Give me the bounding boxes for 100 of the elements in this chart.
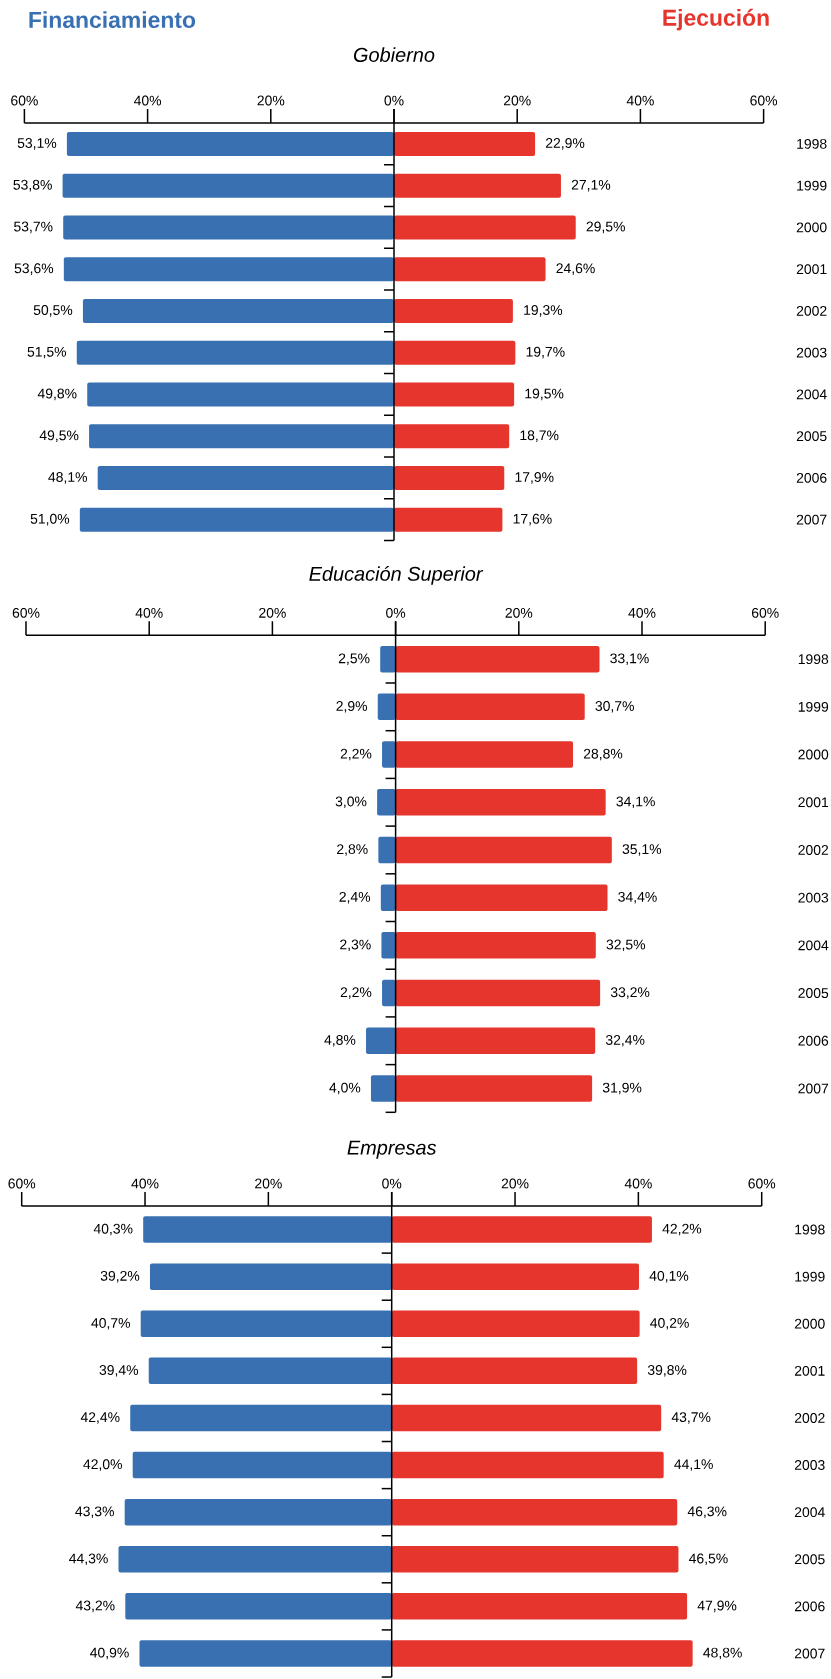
data-label: 43,3% — [75, 1506, 114, 1518]
data-label: 17,6% — [513, 513, 552, 526]
data-label: 4,8% — [324, 1034, 356, 1047]
y-tick-label: 2007 — [798, 1083, 829, 1094]
data-label: 43,2% — [75, 1600, 115, 1613]
data-label: 42,0% — [83, 1459, 122, 1471]
data-label: 2,5% — [338, 653, 370, 665]
data-label: 32,5% — [606, 939, 646, 952]
data-label: 19,7% — [526, 346, 565, 359]
y-tick-label: 1998 — [798, 654, 829, 665]
data-label: 27,1% — [571, 179, 611, 192]
y-tick-label: 2006 — [796, 472, 827, 483]
y-tick-label: 2002 — [796, 305, 827, 316]
bar — [370, 1075, 396, 1102]
data-label: 17,9% — [515, 472, 554, 484]
data-label: 34,1% — [616, 796, 655, 809]
y-tick-label: 1998 — [795, 1224, 825, 1235]
bar — [381, 932, 396, 959]
bar — [378, 836, 396, 864]
data-label: 34,4% — [618, 891, 657, 904]
x-tick-label: 60% — [8, 1178, 36, 1189]
data-label: 33,1% — [610, 653, 649, 665]
y-tick-label: 2002 — [798, 845, 829, 855]
y-tick-label: 2002 — [794, 1413, 825, 1423]
y-tick-label: 2004 — [794, 1507, 825, 1518]
data-label: 18,7% — [520, 430, 559, 442]
data-label: 49,5% — [39, 430, 79, 442]
x-tick-label: 20% — [505, 607, 533, 618]
data-label: 32,4% — [605, 1034, 645, 1047]
bar — [377, 693, 396, 721]
data-label: 53,6% — [14, 263, 54, 275]
data-label: 2,2% — [340, 987, 372, 999]
data-label: 28,8% — [583, 748, 623, 761]
data-label: 24,6% — [556, 263, 595, 275]
x-tick-label: 20% — [255, 1178, 282, 1189]
data-label: 40,7% — [91, 1317, 131, 1330]
data-label: 53,8% — [13, 179, 52, 192]
x-tick-label: 20% — [259, 607, 286, 618]
data-label: 44,1% — [674, 1459, 713, 1471]
text: Financiamiento — [29, 11, 196, 29]
data-label: 53,7% — [14, 221, 53, 234]
data-label: 46,5% — [688, 1553, 728, 1566]
data-label: 2,9% — [336, 701, 368, 713]
x-tick-label: 40% — [624, 1178, 652, 1189]
data-label: 53,1% — [17, 138, 57, 150]
y-tick-label: 2004 — [798, 940, 829, 951]
data-label: 49,8% — [37, 388, 77, 401]
data-label: 2,8% — [337, 844, 368, 856]
y-tick-label: 2000 — [796, 222, 827, 233]
data-label: 22,9% — [545, 138, 585, 150]
x-tick-label: 60% — [12, 607, 40, 618]
data-label: 39,2% — [100, 1270, 140, 1283]
chart-title: Educación Superior — [309, 566, 484, 585]
data-label: 51,0% — [30, 513, 70, 526]
data-label: 50,5% — [33, 305, 73, 317]
y-tick-label: 2005 — [794, 1554, 825, 1565]
y-tick-label: 2006 — [794, 1601, 825, 1612]
x-tick-label: 60% — [751, 607, 779, 618]
data-label: 2,4% — [339, 891, 371, 904]
bar — [380, 884, 396, 911]
y-tick-label: 2000 — [794, 1318, 825, 1329]
bar — [382, 979, 396, 1007]
data-label: 46,3% — [687, 1506, 727, 1518]
y-tick-label: 2006 — [798, 1035, 829, 1046]
x-tick-label: 40% — [133, 95, 162, 106]
x-tick-label: 40% — [626, 95, 654, 106]
data-label: 51,5% — [27, 346, 67, 359]
chart-title: Gobierno — [353, 47, 435, 62]
y-tick-label: 2005 — [798, 988, 829, 999]
bar — [380, 645, 396, 673]
y-tick-label: 2003 — [796, 347, 827, 358]
data-label: 40,2% — [650, 1317, 689, 1330]
y-tick-label: 2004 — [796, 389, 827, 400]
data-label: 43,7% — [671, 1412, 711, 1424]
data-label: 19,5% — [525, 388, 564, 401]
x-tick-label: 20% — [501, 1178, 529, 1189]
data-label: 2,3% — [340, 939, 371, 952]
bar — [377, 789, 396, 816]
x-tick-label: 20% — [503, 95, 531, 106]
x-tick-label: 40% — [135, 607, 163, 618]
data-label: 42,2% — [662, 1223, 702, 1236]
y-tick-label: 2001 — [794, 1365, 825, 1376]
y-tick-label: 2001 — [796, 264, 827, 275]
data-label: 39,4% — [99, 1365, 139, 1377]
x-tick-label: 40% — [628, 607, 656, 618]
data-label: 40,3% — [93, 1223, 133, 1236]
data-label: 39,8% — [647, 1365, 687, 1377]
data-label: 3,0% — [335, 796, 367, 809]
data-label: 29,5% — [586, 221, 625, 234]
y-tick-label: 2000 — [798, 749, 829, 760]
data-label: 44,3% — [69, 1553, 108, 1566]
x-tick-label: 0% — [386, 607, 406, 618]
x-tick-label: 0% — [384, 95, 404, 106]
bar — [366, 1027, 396, 1055]
x-tick-label: 20% — [257, 95, 285, 106]
data-label: 48,8% — [703, 1647, 742, 1660]
x-tick-label: 60% — [750, 95, 778, 106]
text: Ejecución — [663, 8, 769, 31]
data-label: 48,1% — [48, 472, 87, 484]
x-tick-label: 60% — [11, 95, 38, 106]
